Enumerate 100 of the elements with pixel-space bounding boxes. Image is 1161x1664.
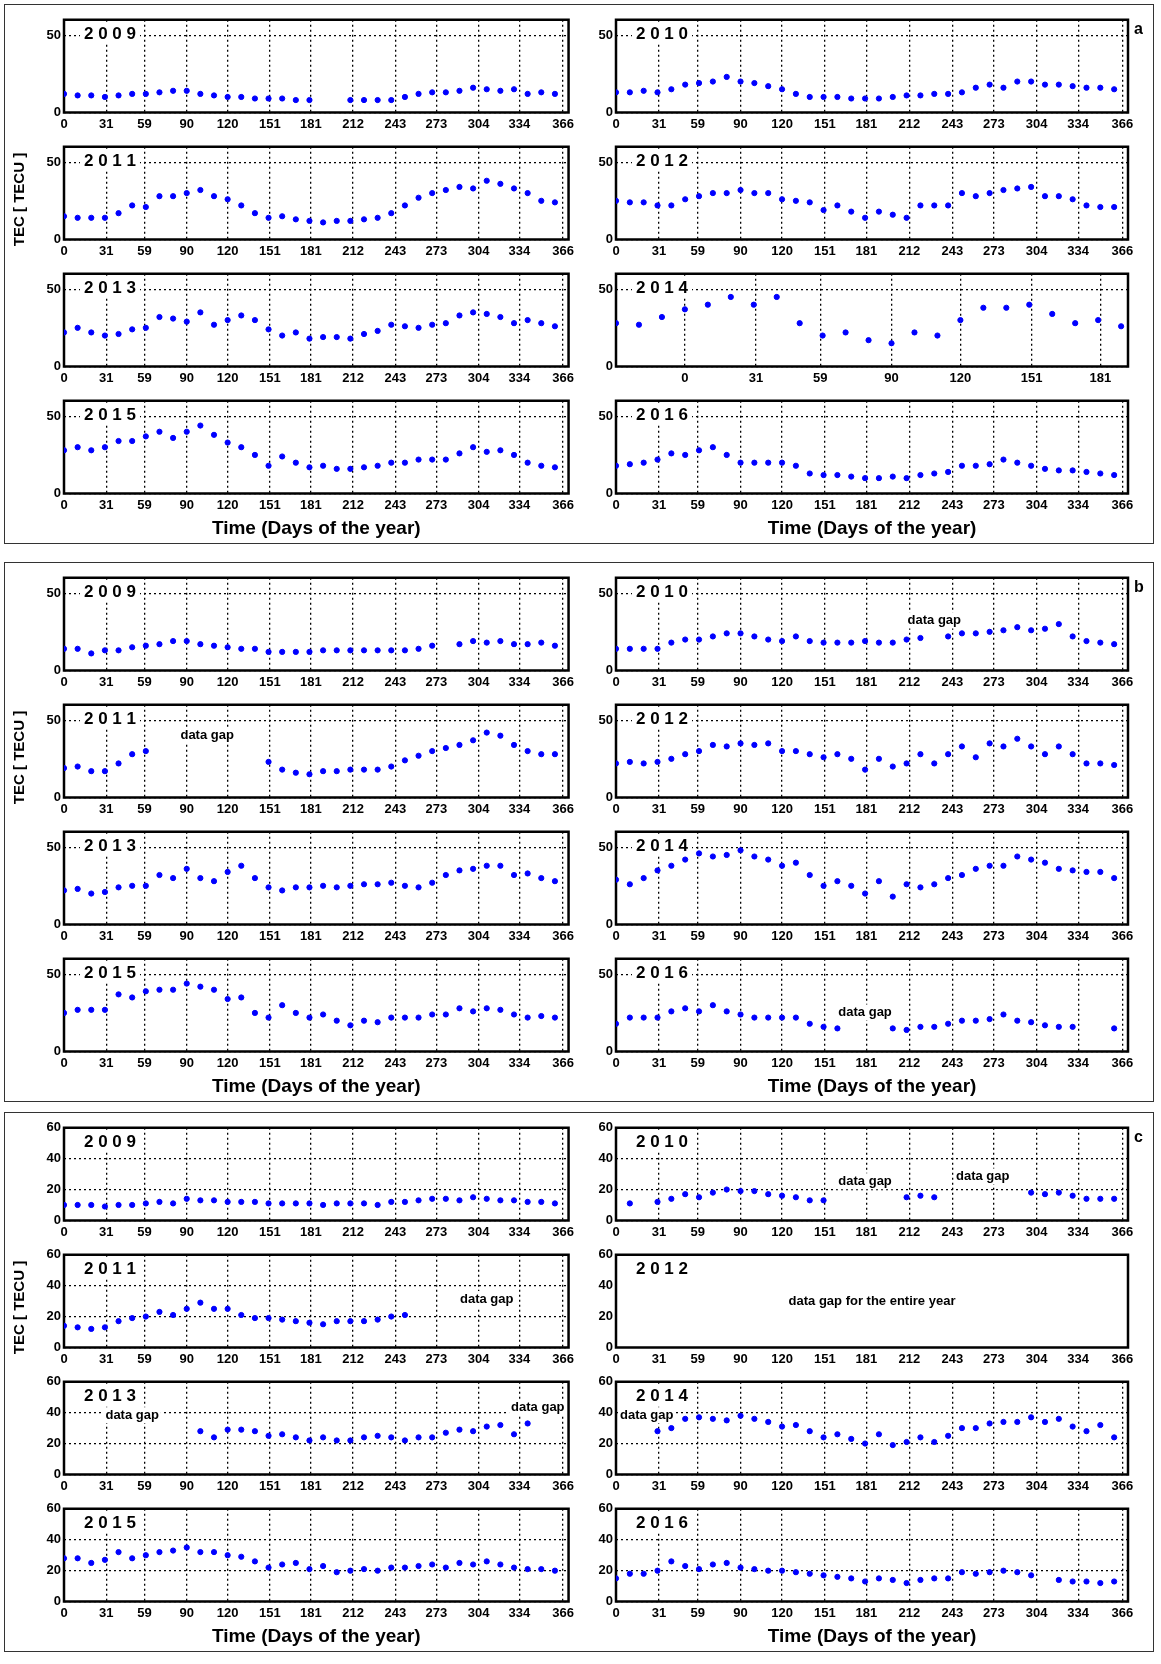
x-tick-label: 120 (216, 1223, 239, 1239)
x-tick-label: 151 (259, 242, 281, 258)
x-tick-label: 31 (651, 242, 667, 258)
x-tick-label: 181 (855, 927, 878, 943)
x-tick-label: 273 (425, 1054, 448, 1070)
x-tick-label: 31 (99, 1477, 114, 1493)
chart-title: 2 0 1 4 (636, 1385, 689, 1405)
x-tick-label: 90 (179, 1054, 194, 1070)
x-tick-label: 31 (651, 800, 667, 816)
x-tick-label: 212 (342, 673, 364, 689)
y-tick-label: 20 (598, 1308, 613, 1324)
x-tick-label: 120 (771, 927, 793, 943)
x-tick-label: 120 (216, 115, 239, 131)
x-tick-label: 90 (733, 1223, 748, 1239)
x-tick-label: 273 (425, 1604, 448, 1620)
x-tick-label: 181 (855, 1604, 878, 1620)
x-tick-label: 151 (259, 369, 281, 385)
x-tick-label: 334 (1067, 1054, 1090, 1070)
x-tick-label: 90 (733, 800, 748, 816)
x-tick-label: 90 (884, 369, 899, 385)
x-tick-label: 366 (1111, 496, 1134, 512)
chart-title: 2 0 1 4 (636, 835, 689, 855)
x-tick-label: 31 (651, 1054, 667, 1070)
x-tick-label: 334 (508, 1477, 532, 1493)
x-tick-label: 304 (1025, 496, 1049, 512)
chart-title: 2 0 1 5 (84, 1512, 136, 1532)
x-tick-label: 273 (425, 369, 448, 385)
x-tick-label: 31 (99, 115, 114, 131)
x-tick-label: 273 (425, 927, 448, 943)
y-tick-label: 0 (605, 230, 613, 246)
y-tick-label: 40 (598, 1150, 613, 1166)
x-tick-label: 273 (425, 242, 448, 258)
x-tick-label: 273 (425, 1350, 448, 1366)
x-tick-label: 273 (982, 1223, 1005, 1239)
x-tick-label: 212 (898, 496, 921, 512)
x-tick-label: 334 (1067, 927, 1090, 943)
x-tick-label: 59 (690, 496, 705, 512)
x-tick-label: 334 (508, 242, 532, 258)
x-tick-label: 181 (299, 1350, 322, 1366)
x-tick-label: 212 (898, 1604, 921, 1620)
x-tick-label: 212 (898, 1223, 921, 1239)
x-tick-label: 31 (99, 800, 114, 816)
x-tick-label: 181 (855, 1350, 878, 1366)
x-tick-label: 304 (1025, 927, 1049, 943)
x-tick-label: 151 (1020, 369, 1043, 385)
x-tick-label: 59 (813, 369, 828, 385)
x-tick-label: 243 (384, 242, 407, 258)
x-tick-label: 31 (99, 242, 114, 258)
x-tick-label: 304 (467, 1054, 491, 1070)
x-tick-label: 334 (1067, 1223, 1090, 1239)
x-tick-label: 90 (179, 1604, 194, 1620)
x-tick-label: 243 (941, 242, 964, 258)
y-tick-label: 50 (598, 153, 613, 169)
x-axis-title: Time (Days of the year) (211, 516, 421, 538)
x-tick-label: 151 (814, 800, 836, 816)
x-axis-title: Time (Days of the year) (767, 1074, 977, 1096)
x-tick-label: 212 (898, 673, 921, 689)
x-tick-label: 273 (425, 800, 448, 816)
x-tick-label: 181 (855, 1054, 878, 1070)
y-tick-label: 0 (53, 485, 61, 501)
x-tick-label: 90 (179, 1477, 194, 1493)
x-tick-label: 90 (733, 927, 748, 943)
x-tick-label: 273 (982, 496, 1005, 512)
x-tick-label: 90 (733, 496, 748, 512)
y-tick-label: 0 (605, 103, 613, 119)
x-tick-label: 31 (651, 927, 667, 943)
x-tick-label: 120 (216, 496, 239, 512)
x-tick-label: 212 (898, 1350, 921, 1366)
chart-title: 2 0 1 3 (84, 1385, 136, 1405)
x-tick-label: 366 (1111, 1054, 1134, 1070)
y-tick-label: 0 (53, 661, 61, 677)
x-tick-label: 120 (771, 1604, 793, 1620)
y-tick-label: 60 (598, 1119, 613, 1135)
x-tick-label: 366 (552, 927, 574, 943)
chart-title: 2 0 0 9 (84, 1131, 136, 1151)
x-tick-label: 243 (384, 1604, 407, 1620)
x-tick-label: 59 (137, 242, 152, 258)
annotation: data gap (955, 1168, 1010, 1184)
x-tick-label: 151 (814, 1477, 836, 1493)
x-tick-label: 304 (467, 1604, 491, 1620)
x-tick-label: 59 (690, 1350, 705, 1366)
x-tick-label: 31 (99, 673, 114, 689)
y-tick-label: 60 (598, 1246, 613, 1262)
x-tick-label: 31 (651, 673, 667, 689)
x-tick-label: 243 (384, 369, 407, 385)
x-tick-label: 304 (467, 1223, 491, 1239)
x-tick-label: 181 (299, 115, 322, 131)
x-tick-label: 151 (814, 496, 836, 512)
y-tick-label: 40 (598, 1277, 613, 1293)
x-tick-label: 243 (941, 1604, 964, 1620)
x-tick-label: 120 (216, 242, 239, 258)
x-tick-label: 181 (855, 1223, 878, 1239)
x-tick-label: 212 (342, 115, 364, 131)
x-tick-label: 151 (259, 927, 281, 943)
x-tick-label: 212 (342, 1604, 364, 1620)
y-tick-label: 40 (598, 1531, 613, 1547)
x-tick-label: 304 (1025, 1604, 1049, 1620)
x-tick-label: 120 (216, 369, 239, 385)
x-tick-label: 181 (1089, 369, 1112, 385)
annotation: data gap (460, 1290, 514, 1306)
